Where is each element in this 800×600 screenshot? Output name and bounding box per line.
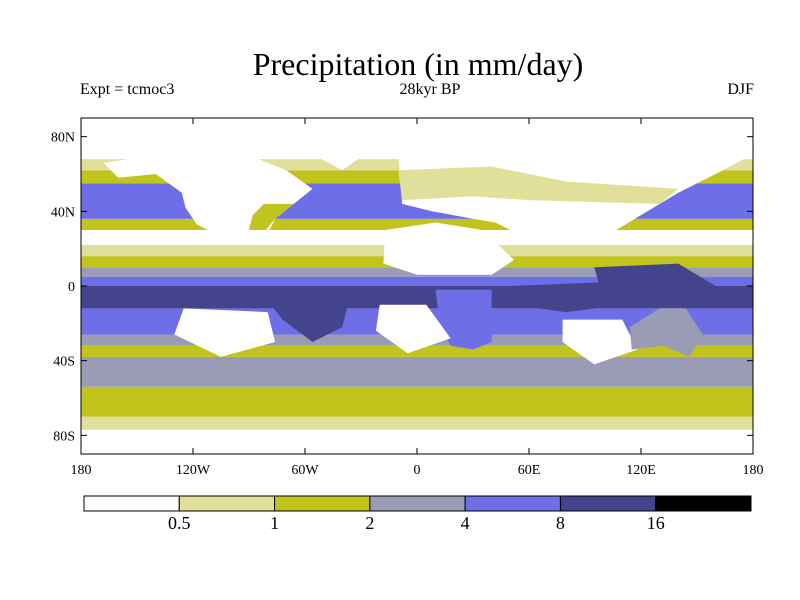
lon-label-3: 0 <box>414 463 421 478</box>
legend-label-5: 16 <box>647 513 665 533</box>
legend-label-0: 0.5 <box>168 513 191 533</box>
zonal-band-4 <box>81 345 753 357</box>
legend-swatch-4 <box>464 495 561 512</box>
season-label: DJF <box>727 81 754 98</box>
region-north-america-wet-coast <box>249 203 294 230</box>
region-south-atlantic-dry <box>375 304 451 354</box>
legend-label-2: 2 <box>365 513 374 533</box>
region-sahara <box>383 222 515 275</box>
lat-label-2: 0 <box>68 280 75 295</box>
precipitation-field <box>81 118 753 454</box>
lon-label-0: 180 <box>71 463 92 478</box>
region-indian-ocean-dry <box>562 319 638 365</box>
region-southern-africa <box>435 289 492 350</box>
legend-swatch-0 <box>83 495 180 512</box>
zonal-band-13 <box>81 218 753 230</box>
lat-label-3: 40S <box>53 355 75 370</box>
lat-label-0: 80N <box>51 131 75 146</box>
lon-label-6: 180 <box>743 463 764 478</box>
period-label: 28kyr BP <box>399 81 461 98</box>
legend-swatch-2 <box>274 495 371 512</box>
lon-label-4: 60E <box>518 463 541 478</box>
legend-swatch-1 <box>178 495 276 512</box>
legend-swatch-5 <box>559 495 657 512</box>
region-europe-wet-band <box>398 166 679 204</box>
legend-label-4: 8 <box>556 513 565 533</box>
region-warm-pool-core <box>510 282 623 313</box>
region-maritime-continent <box>594 263 716 305</box>
region-australia <box>629 308 703 357</box>
lon-label-5: 120E <box>626 463 656 478</box>
lat-label-1: 40N <box>51 205 75 220</box>
lon-label-2: 60W <box>291 463 319 478</box>
map-axes: 80N 40N 0 40S 80S 180 120W 60W 0 60E 120E 180 <box>51 118 764 478</box>
lat-label-4: 80S <box>53 429 75 444</box>
color-legend: 0.5 1 2 4 8 16 <box>83 495 752 533</box>
lon-label-1: 120W <box>176 463 211 478</box>
region-greenland <box>314 129 380 171</box>
experiment-label: Expt = tcmoc3 <box>80 81 175 98</box>
legend-swatch-6 <box>655 495 752 512</box>
zonal-band-3 <box>81 356 753 387</box>
zonal-band-8 <box>81 276 753 286</box>
legend-swatch-3 <box>369 495 466 512</box>
legend-label-1: 1 <box>270 513 279 533</box>
region-south-pacific-dry <box>174 308 276 357</box>
zonal-band-2 <box>81 386 753 417</box>
chart-title: Precipitation (in mm/day) <box>252 46 584 82</box>
legend-label-3: 4 <box>461 513 470 533</box>
region-south-america <box>267 286 350 342</box>
zonal-band-1 <box>81 416 753 430</box>
